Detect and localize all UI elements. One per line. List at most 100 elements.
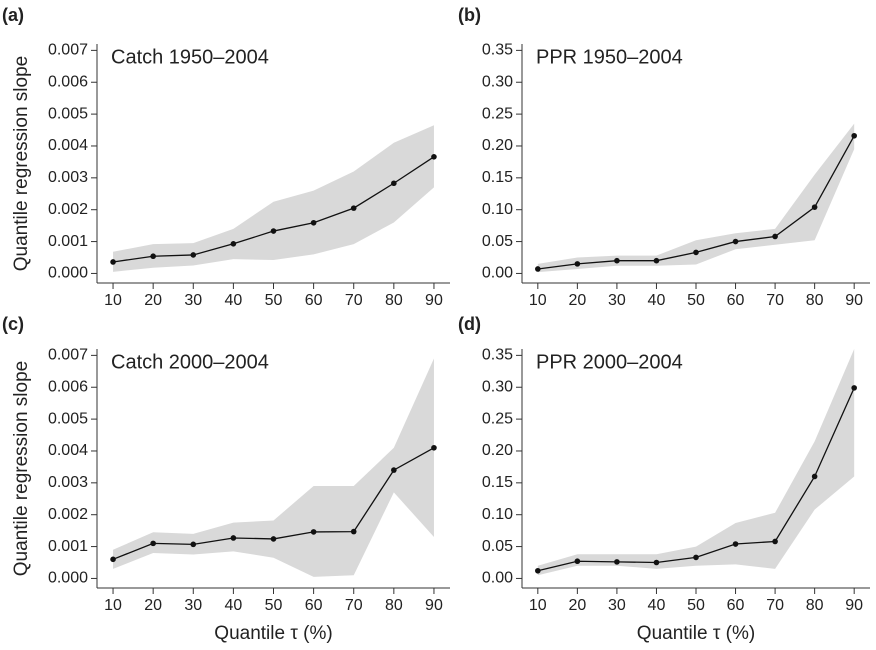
panel-label: (a) bbox=[2, 5, 24, 25]
y-tick-label: 0.001 bbox=[48, 233, 88, 250]
point bbox=[150, 540, 156, 547]
y-tick-label: 0.25 bbox=[482, 410, 513, 427]
point bbox=[772, 233, 778, 240]
x-tick-label: 10 bbox=[104, 597, 122, 614]
panel-title: Catch 1950–2004 bbox=[111, 46, 269, 68]
point bbox=[535, 266, 541, 272]
x-tick-label: 60 bbox=[305, 292, 323, 309]
y-tick-label: 0.007 bbox=[48, 347, 88, 364]
panel-title: Catch 2000–2004 bbox=[111, 351, 269, 373]
point bbox=[350, 205, 357, 211]
point bbox=[230, 241, 237, 247]
x-axis-label: Quantile τ (%) bbox=[637, 623, 755, 644]
point bbox=[732, 541, 739, 547]
y-tick-label: 0.005 bbox=[48, 410, 88, 427]
x-tick-label: 70 bbox=[766, 292, 784, 309]
point bbox=[851, 132, 857, 139]
point bbox=[431, 154, 437, 160]
x-tick-label: 30 bbox=[184, 597, 202, 614]
x-tick-label: 90 bbox=[845, 292, 863, 309]
y-tick-label: 0.002 bbox=[48, 201, 88, 218]
x-tick-label: 80 bbox=[385, 597, 403, 614]
panel-title: PPR 2000–2004 bbox=[536, 351, 683, 373]
x-tick-label: 60 bbox=[305, 597, 323, 614]
point bbox=[270, 536, 277, 542]
point bbox=[772, 538, 778, 545]
x-tick-label: 30 bbox=[608, 292, 626, 309]
y-tick-label: 0.000 bbox=[48, 570, 88, 587]
x-tick-label: 10 bbox=[529, 292, 547, 309]
y-tick-label: 0.006 bbox=[48, 73, 88, 90]
y-tick-label: 0.001 bbox=[48, 538, 88, 555]
y-tick-label: 0.15 bbox=[482, 474, 513, 491]
x-tick-label: 10 bbox=[104, 292, 122, 309]
x-tick-label: 40 bbox=[224, 292, 242, 309]
y-tick-label: 0.004 bbox=[48, 137, 88, 154]
panel-label: (c) bbox=[2, 314, 24, 334]
y-tick-label: 0.15 bbox=[482, 169, 513, 186]
y-tick-label: 0.003 bbox=[48, 474, 88, 491]
point bbox=[811, 473, 818, 480]
x-tick-label: 40 bbox=[648, 292, 666, 309]
y-tick-label: 0.007 bbox=[48, 42, 88, 59]
y-tick-label: 0.10 bbox=[482, 506, 513, 523]
y-tick-label: 0.005 bbox=[48, 105, 88, 122]
confidence-band bbox=[537, 349, 855, 576]
x-tick-label: 50 bbox=[687, 597, 705, 614]
y-tick-label: 0.30 bbox=[482, 73, 513, 90]
point bbox=[350, 528, 357, 535]
y-tick-label: 0.004 bbox=[48, 442, 88, 459]
point bbox=[693, 554, 699, 561]
point bbox=[391, 467, 397, 473]
point bbox=[811, 204, 818, 210]
x-tick-label: 20 bbox=[568, 292, 586, 309]
x-tick-label: 10 bbox=[529, 597, 547, 614]
y-tick-label: 0.05 bbox=[482, 233, 513, 250]
y-tick-label: 0.30 bbox=[482, 378, 513, 395]
point bbox=[230, 535, 237, 541]
x-tick-label: 20 bbox=[144, 292, 162, 309]
y-tick-label: 0.20 bbox=[482, 137, 513, 154]
panel-label: (b) bbox=[458, 5, 481, 25]
x-tick-label: 20 bbox=[568, 597, 586, 614]
confidence-band bbox=[113, 358, 434, 577]
point bbox=[653, 257, 660, 264]
y-tick-label: 0.006 bbox=[48, 378, 88, 395]
y-tick-label: 0.35 bbox=[482, 42, 513, 59]
x-axis-label: Quantile τ (%) bbox=[214, 623, 332, 644]
y-tick-label: 0.25 bbox=[482, 105, 513, 122]
x-tick-label: 80 bbox=[806, 597, 824, 614]
y-tick-label: 0.003 bbox=[48, 169, 88, 186]
y-tick-label: 0.000 bbox=[48, 265, 88, 282]
x-tick-label: 60 bbox=[727, 292, 745, 309]
point bbox=[310, 529, 317, 535]
x-tick-label: 30 bbox=[184, 292, 202, 309]
y-tick-label: 0.00 bbox=[482, 570, 513, 587]
point bbox=[574, 261, 581, 267]
point bbox=[535, 567, 541, 574]
point bbox=[614, 559, 620, 565]
point bbox=[310, 219, 317, 226]
point bbox=[270, 228, 277, 234]
x-tick-label: 80 bbox=[385, 292, 403, 309]
x-tick-label: 70 bbox=[345, 597, 363, 614]
x-tick-label: 90 bbox=[425, 292, 443, 309]
point bbox=[391, 180, 397, 187]
x-tick-label: 40 bbox=[648, 597, 666, 614]
y-tick-label: 0.10 bbox=[482, 201, 513, 218]
point bbox=[190, 252, 197, 258]
confidence-band bbox=[113, 125, 434, 272]
x-tick-label: 20 bbox=[144, 597, 162, 614]
point bbox=[693, 249, 699, 256]
point bbox=[614, 257, 620, 264]
x-tick-label: 70 bbox=[766, 597, 784, 614]
x-tick-label: 40 bbox=[224, 597, 242, 614]
point bbox=[574, 558, 581, 565]
x-tick-label: 30 bbox=[608, 597, 626, 614]
point bbox=[732, 238, 739, 245]
x-tick-label: 50 bbox=[265, 597, 283, 614]
x-tick-label: 50 bbox=[687, 292, 705, 309]
y-axis-label: Quantile regression slope bbox=[11, 361, 32, 576]
point bbox=[150, 253, 156, 260]
